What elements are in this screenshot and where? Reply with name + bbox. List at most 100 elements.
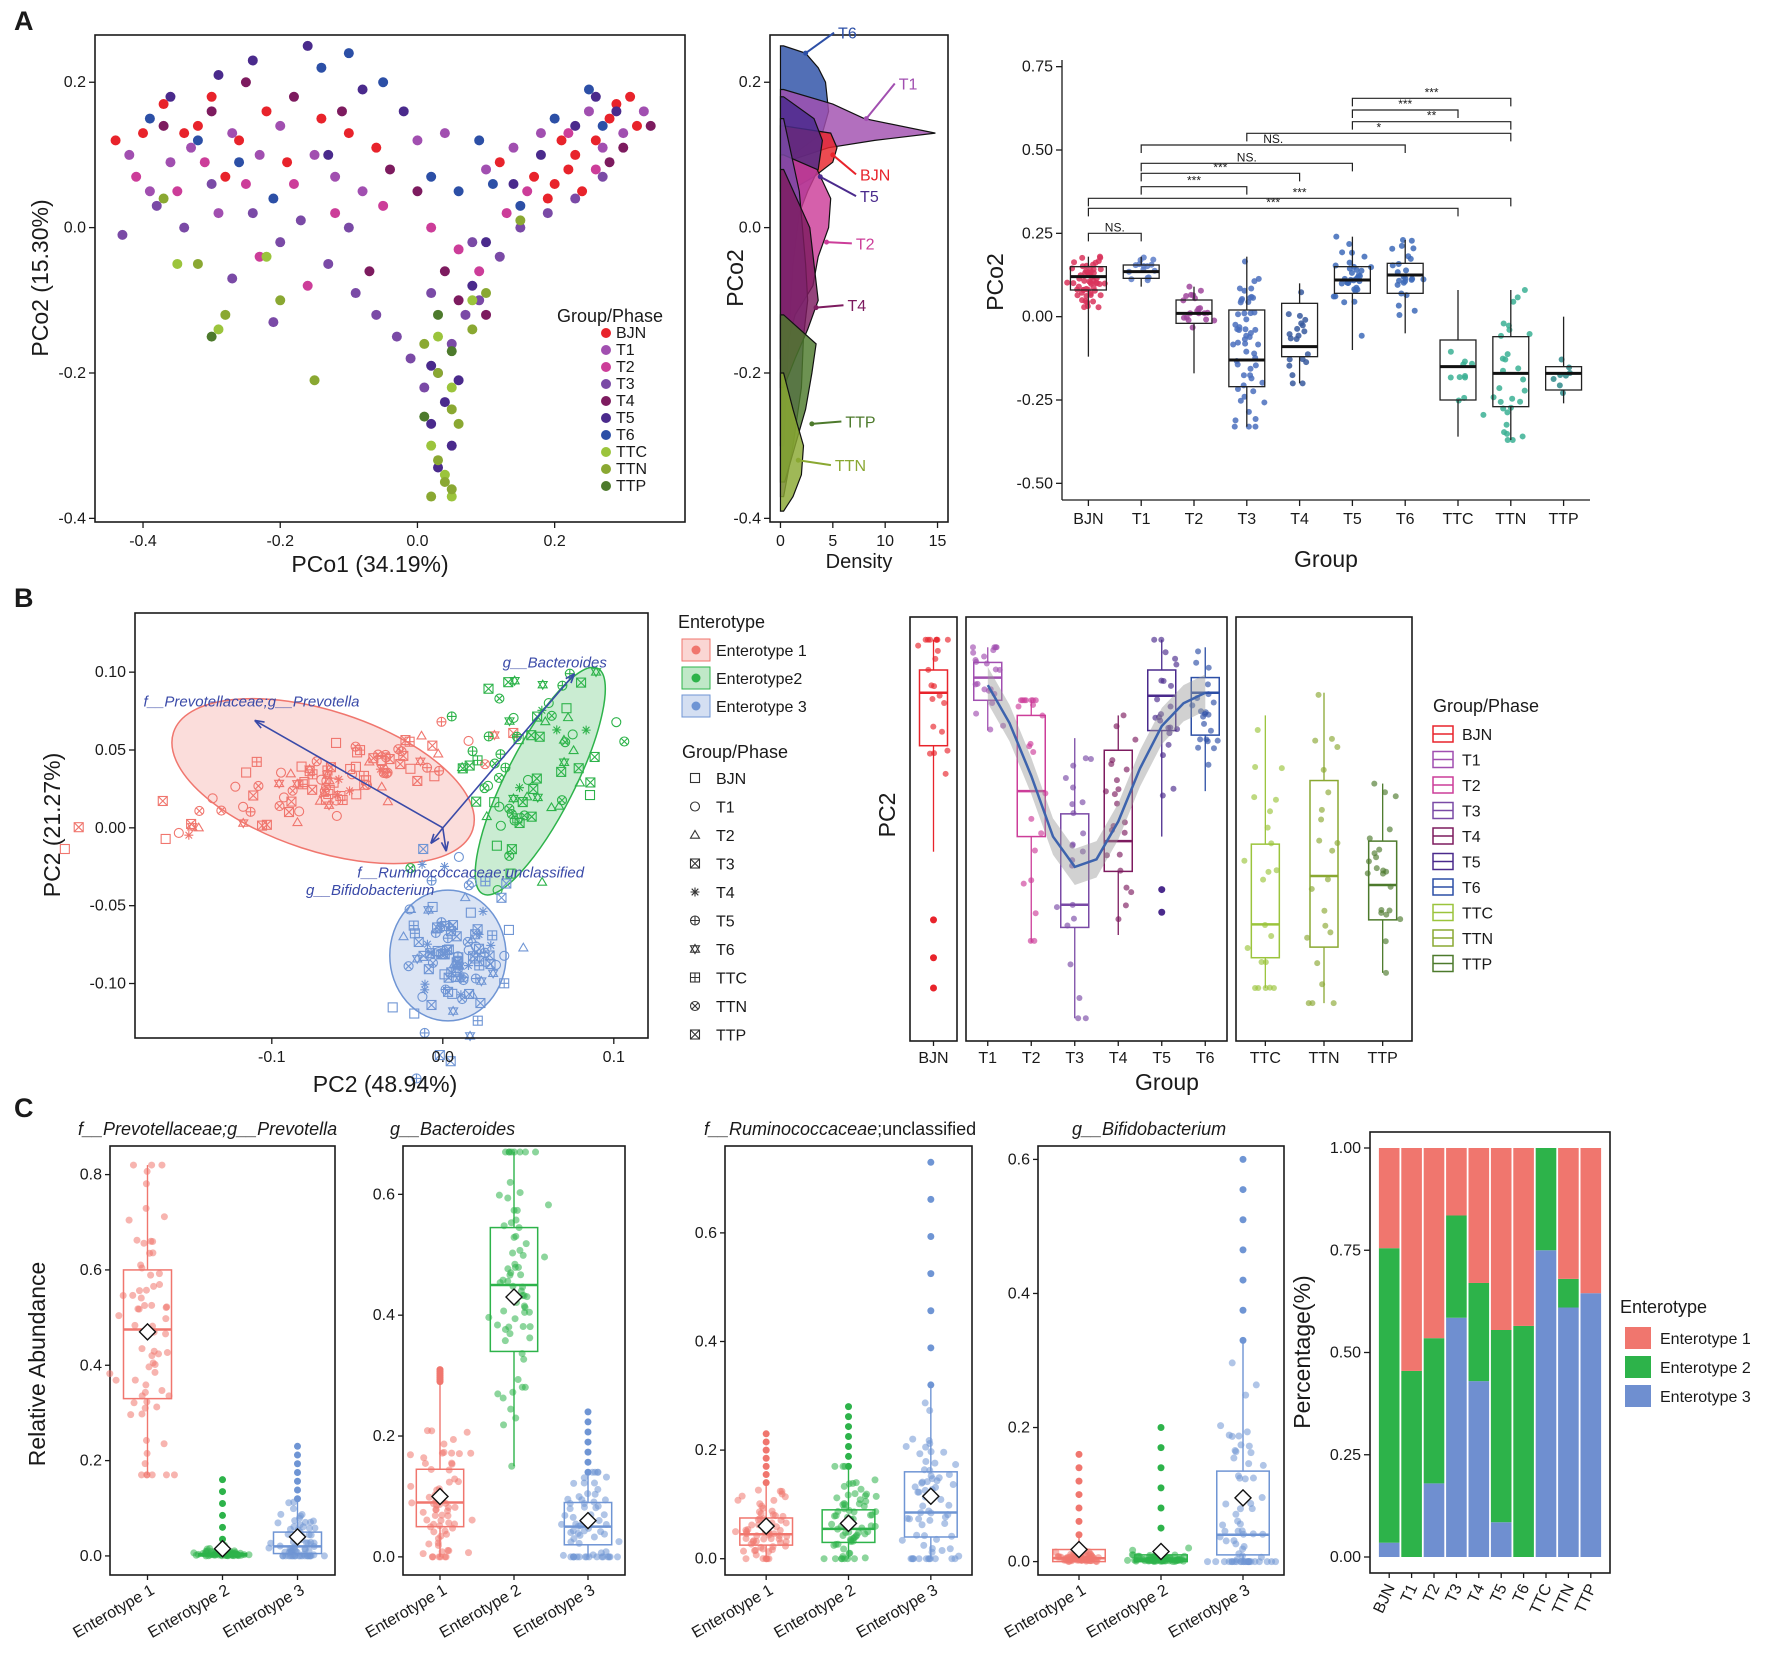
- legend-label: TTC: [616, 444, 647, 461]
- box-t6: [1386, 262, 1424, 294]
- data-point-t3: [206, 179, 217, 190]
- data-point-bjn: [138, 128, 149, 139]
- jitter-point: [840, 1545, 848, 1553]
- point-marker: [690, 916, 700, 925]
- box-t3: [1060, 813, 1090, 929]
- jitter-point: [1028, 815, 1035, 822]
- data-point-t3: [350, 288, 361, 299]
- data-point-t5: [302, 40, 313, 51]
- point-marker: [157, 796, 168, 806]
- outlier-point: [845, 1413, 852, 1421]
- box-t3: [1228, 309, 1266, 388]
- jitter-point: [922, 1457, 930, 1465]
- jitter-point: [1496, 385, 1503, 392]
- jitter-point: [153, 1403, 161, 1411]
- loading-label: g__Bifidobacterium: [306, 882, 434, 899]
- subplot-title: g__Bacteroides: [390, 1119, 515, 1139]
- jitter-point: [1079, 254, 1086, 261]
- jitter-point: [592, 1504, 600, 1512]
- jitter-point: [1097, 266, 1104, 273]
- point-marker: [481, 760, 489, 768]
- jitter-point: [148, 1161, 156, 1169]
- point-marker: [338, 795, 348, 805]
- jitter-point: [852, 1479, 860, 1487]
- data-point-ttc: [172, 258, 183, 269]
- jitter-point: [505, 1323, 513, 1331]
- y-tick-label: 0.00: [95, 820, 126, 837]
- point-marker: [456, 761, 468, 772]
- significance-bracket: [1140, 186, 1248, 195]
- data-point-ttn: [433, 455, 444, 466]
- jitter-point: [1231, 1447, 1239, 1455]
- jitter-point: [839, 1462, 847, 1470]
- data-point-t5: [426, 418, 437, 429]
- jitter-point: [602, 1473, 610, 1481]
- x-tick-label: 0.1: [603, 1049, 625, 1066]
- legend-title: Group/Phase: [1433, 696, 1539, 716]
- y-tick-label: 0.00: [1022, 309, 1053, 326]
- outlier-point: [1075, 1491, 1083, 1499]
- point-marker: [255, 782, 262, 790]
- point-marker: [504, 715, 515, 725]
- point-marker: [443, 972, 454, 983]
- jitter-point: [828, 1520, 836, 1528]
- point-marker: [405, 763, 416, 774]
- point-marker: [574, 777, 586, 787]
- significance-bracket: [1087, 197, 1512, 207]
- jitter-point: [918, 1479, 926, 1487]
- jitter-point: [1241, 310, 1248, 317]
- point-marker: [333, 790, 343, 800]
- data-point-bjn: [343, 128, 354, 139]
- x-tick-label: Enterotype 3: [511, 1582, 598, 1642]
- point-marker: [483, 683, 494, 694]
- loading-arrowhead: [565, 673, 576, 684]
- point-marker: [443, 944, 454, 955]
- point-marker: [457, 763, 468, 774]
- jitter-point: [1230, 1537, 1238, 1545]
- mean-diamond: [1152, 1542, 1170, 1561]
- y-tick-label: 0.2: [80, 1453, 102, 1470]
- point-marker: [285, 768, 297, 778]
- jitter-point: [1237, 397, 1244, 404]
- jitter-point: [148, 1352, 156, 1360]
- data-point-ttc: [446, 382, 457, 393]
- jitter-point: [1358, 332, 1365, 339]
- legend-label: T6: [716, 942, 735, 959]
- x-tick-label: T4: [1109, 1050, 1128, 1067]
- legend-label: T5: [716, 914, 735, 931]
- jitter-point: [1550, 375, 1557, 382]
- data-point-ttn: [309, 375, 320, 386]
- data-point-t5: [508, 179, 519, 190]
- point-marker: [499, 950, 510, 961]
- annotation-arrow: [805, 31, 835, 54]
- jitter-point: [1258, 1494, 1266, 1502]
- jitter-point: [142, 1381, 150, 1389]
- jitter-point: [138, 1471, 146, 1479]
- jitter-point: [445, 1478, 453, 1486]
- box-enterotype: [563, 1501, 613, 1546]
- x-tick-label: 0.2: [544, 533, 566, 550]
- jitter-point: [926, 1439, 934, 1447]
- jitter-point: [1510, 298, 1517, 305]
- data-point-t4: [336, 106, 347, 117]
- enterotype-ellipse: [171, 697, 476, 865]
- bar-segment: [1468, 1282, 1490, 1382]
- subplot-title: f__Ruminococcaceae;unclassified: [704, 1119, 976, 1139]
- jitter-point: [1273, 867, 1280, 874]
- outlier-point: [1239, 1186, 1247, 1194]
- point-marker: [352, 747, 363, 758]
- point-marker: [414, 757, 426, 767]
- jitter-point: [1252, 362, 1259, 369]
- point-marker: [532, 711, 543, 722]
- jitter-point: [485, 1313, 493, 1321]
- significance-bracket: [1140, 162, 1353, 172]
- jitter-point: [1395, 302, 1402, 309]
- x-tick-label: Enterotype 2: [437, 1582, 524, 1642]
- jitter-point: [1252, 1381, 1260, 1389]
- jitter-point: [567, 1529, 575, 1537]
- point-marker: [487, 969, 499, 979]
- point-marker: [443, 972, 454, 983]
- jitter-point: [946, 1545, 954, 1553]
- jitter-point: [1353, 266, 1360, 273]
- jitter-point: [1268, 933, 1275, 940]
